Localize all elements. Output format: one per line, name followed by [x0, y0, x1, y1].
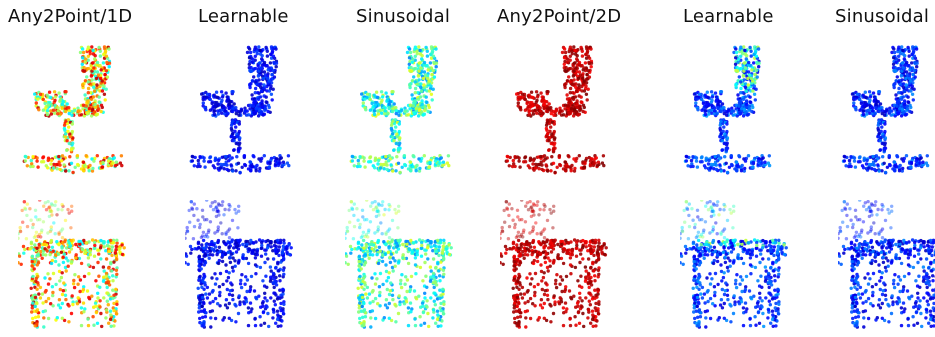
point-cloud-table-4: [680, 200, 790, 332]
point-cloud-chair-5: [838, 44, 933, 180]
point-cloud-table-3: [500, 200, 610, 332]
point-cloud-table-1: [185, 200, 295, 332]
point-cloud-table-5: [838, 200, 935, 332]
column-label-learnable-2d: Learnable: [683, 6, 774, 27]
column-label-any2point-2d: Any2Point/2D: [497, 6, 622, 27]
point-cloud-chair-4: [680, 44, 775, 180]
column-label-sinusoidal-1d: Sinusoidal: [356, 6, 451, 27]
point-cloud-chair-3: [500, 44, 610, 180]
column-label-sinusoidal-2d: Sinusoidal: [835, 6, 930, 27]
point-cloud-table-2: [345, 200, 455, 332]
point-cloud-table-0: [18, 200, 128, 332]
point-cloud-chair-0: [18, 44, 128, 180]
point-cloud-chair-1: [185, 44, 295, 180]
point-cloud-chair-2: [345, 44, 455, 180]
column-label-learnable-1d: Learnable: [198, 6, 289, 27]
column-label-any2point-1d: Any2Point/1D: [8, 6, 133, 27]
